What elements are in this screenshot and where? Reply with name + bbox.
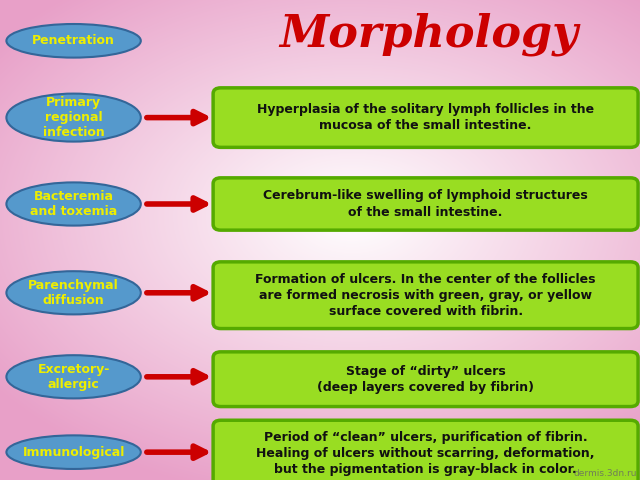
Ellipse shape xyxy=(6,182,141,226)
Text: Excretory-
allergic: Excretory- allergic xyxy=(37,363,110,391)
Ellipse shape xyxy=(6,24,141,58)
FancyBboxPatch shape xyxy=(213,262,638,328)
Text: Morphology: Morphology xyxy=(279,12,579,56)
Text: Bacteremia
and toxemia: Bacteremia and toxemia xyxy=(30,190,117,218)
Text: Cerebrum-like swelling of lymphoid structures
of the small intestine.: Cerebrum-like swelling of lymphoid struc… xyxy=(263,190,588,218)
Ellipse shape xyxy=(6,271,141,314)
Text: Immunological: Immunological xyxy=(22,445,125,459)
FancyBboxPatch shape xyxy=(213,420,638,480)
Ellipse shape xyxy=(6,355,141,398)
Ellipse shape xyxy=(6,435,141,469)
FancyBboxPatch shape xyxy=(213,88,638,147)
Text: Primary
regional
infection: Primary regional infection xyxy=(43,96,104,139)
FancyBboxPatch shape xyxy=(213,352,638,407)
Text: Parenchymal
diffusion: Parenchymal diffusion xyxy=(28,279,119,307)
Text: Hyperplasia of the solitary lymph follicles in the
mucosa of the small intestine: Hyperplasia of the solitary lymph follic… xyxy=(257,103,594,132)
Text: dermis.3dn.ru: dermis.3dn.ru xyxy=(573,468,637,478)
Text: Stage of “dirty” ulcers
(deep layers covered by fibrin): Stage of “dirty” ulcers (deep layers cov… xyxy=(317,365,534,394)
Ellipse shape xyxy=(6,94,141,142)
FancyBboxPatch shape xyxy=(213,178,638,230)
Text: Period of “clean” ulcers, purification of fibrin.
Healing of ulcers without scar: Period of “clean” ulcers, purification o… xyxy=(257,431,595,476)
Text: Formation of ulcers. In the center of the follicles
are formed necrosis with gre: Formation of ulcers. In the center of th… xyxy=(255,273,596,318)
Text: Penetration: Penetration xyxy=(32,34,115,48)
